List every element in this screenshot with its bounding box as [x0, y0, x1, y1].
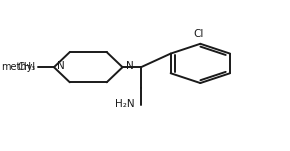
- Text: H₂N: H₂N: [115, 99, 134, 109]
- Text: methyl: methyl: [1, 62, 35, 72]
- Text: CH₃: CH₃: [17, 62, 35, 72]
- Text: Cl: Cl: [194, 29, 204, 39]
- Text: N: N: [126, 61, 133, 71]
- Text: N: N: [57, 61, 65, 71]
